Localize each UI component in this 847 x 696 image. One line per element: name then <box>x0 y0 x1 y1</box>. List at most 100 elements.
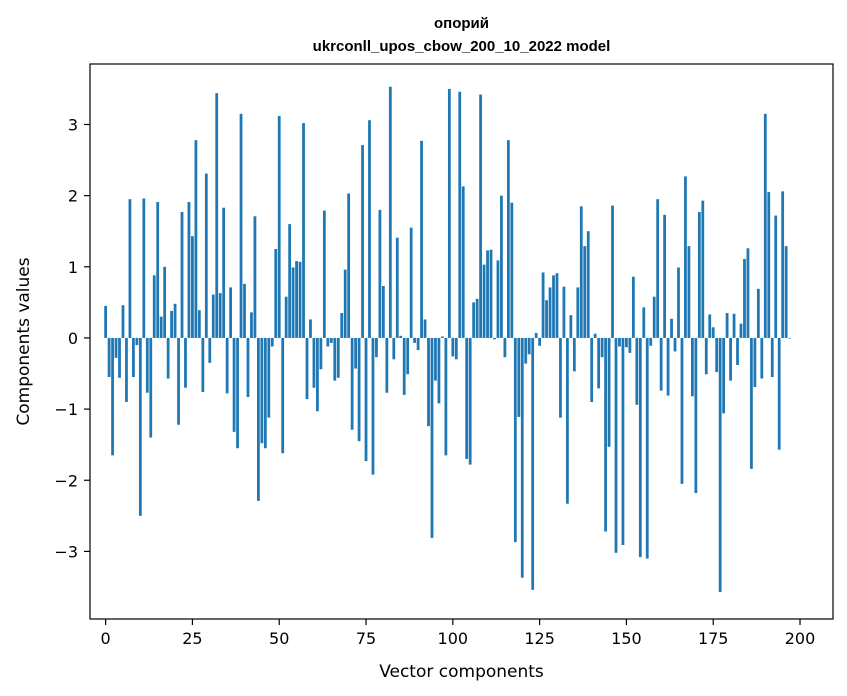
bar <box>579 206 583 338</box>
bar <box>704 337 708 375</box>
bar <box>246 337 250 397</box>
bar <box>350 337 354 430</box>
bar <box>267 337 271 418</box>
bar <box>524 337 528 364</box>
bar <box>187 202 191 338</box>
bar <box>114 337 118 358</box>
bar <box>625 337 628 348</box>
bar <box>774 215 778 338</box>
bar <box>760 337 764 379</box>
bar <box>746 248 750 338</box>
bar <box>756 288 760 338</box>
bar <box>336 337 340 378</box>
bar <box>593 333 597 338</box>
bar <box>201 337 205 393</box>
bar <box>357 337 361 442</box>
bar <box>576 287 580 338</box>
bar <box>441 336 444 338</box>
bar <box>670 318 673 338</box>
bar <box>652 296 656 338</box>
bar <box>229 287 233 338</box>
bar <box>135 337 139 346</box>
bar <box>555 273 559 338</box>
bar <box>309 319 312 338</box>
bar <box>673 337 677 352</box>
bar <box>465 337 469 459</box>
x-axis-label: Vector components <box>379 662 544 682</box>
bar <box>642 307 646 338</box>
bar <box>590 337 594 402</box>
bar <box>250 312 253 338</box>
bar <box>510 202 514 338</box>
bar <box>750 337 753 469</box>
x-tick-label: 175 <box>698 629 729 648</box>
y-tick-label: −3 <box>54 542 78 561</box>
bar <box>312 337 316 388</box>
x-tick-label: 125 <box>524 629 555 648</box>
y-axis: −3 −2 −1 0 1 2 3 <box>54 115 90 561</box>
bar <box>225 337 229 394</box>
bar <box>420 140 423 338</box>
bar <box>666 337 670 396</box>
x-tick-label: 200 <box>785 629 816 648</box>
bar <box>621 337 625 545</box>
bar <box>107 337 111 378</box>
bar <box>340 313 344 338</box>
bar <box>454 337 458 360</box>
bar <box>142 198 146 338</box>
bar <box>347 193 351 338</box>
x-axis: 0 25 50 75 100 125 150 175 200 <box>101 619 816 648</box>
bar <box>475 298 479 338</box>
bar <box>701 200 705 338</box>
bar <box>677 267 680 338</box>
bar <box>281 337 285 454</box>
bar <box>534 332 538 338</box>
bar <box>180 212 184 338</box>
bar <box>548 287 552 338</box>
plot-frame <box>89 63 834 620</box>
bar <box>316 337 319 412</box>
y-tick-label: 2 <box>68 187 78 206</box>
bar <box>406 337 410 375</box>
bar <box>614 337 618 553</box>
bar <box>319 337 323 370</box>
bar <box>204 173 208 338</box>
x-tick-label: 150 <box>611 629 642 648</box>
bar <box>496 260 500 338</box>
bar <box>600 337 604 358</box>
bar <box>430 337 434 538</box>
bar <box>399 335 403 338</box>
bar <box>423 319 427 338</box>
bar <box>149 337 153 438</box>
bar <box>253 216 257 338</box>
bar <box>354 337 357 369</box>
bar <box>145 337 149 393</box>
bar <box>104 305 108 338</box>
bar <box>378 209 382 338</box>
bar <box>218 293 222 338</box>
x-tick-label: 25 <box>182 629 202 648</box>
bar <box>562 286 566 338</box>
bar <box>371 337 375 475</box>
bar <box>236 337 239 449</box>
bar <box>583 246 587 338</box>
bar <box>125 337 128 402</box>
bars-group <box>104 86 791 592</box>
bar <box>722 337 726 414</box>
bar <box>215 93 219 338</box>
bar <box>447 88 451 338</box>
x-tick-label: 0 <box>101 629 111 648</box>
bar <box>326 337 330 347</box>
bar <box>111 337 114 456</box>
bar <box>263 337 267 449</box>
bar <box>520 337 524 578</box>
bar <box>513 337 517 543</box>
bar <box>493 337 496 340</box>
bar <box>322 210 326 338</box>
bar <box>517 337 521 417</box>
bar <box>618 337 621 347</box>
bar <box>541 272 545 338</box>
bar <box>177 337 180 425</box>
bar <box>566 337 569 504</box>
